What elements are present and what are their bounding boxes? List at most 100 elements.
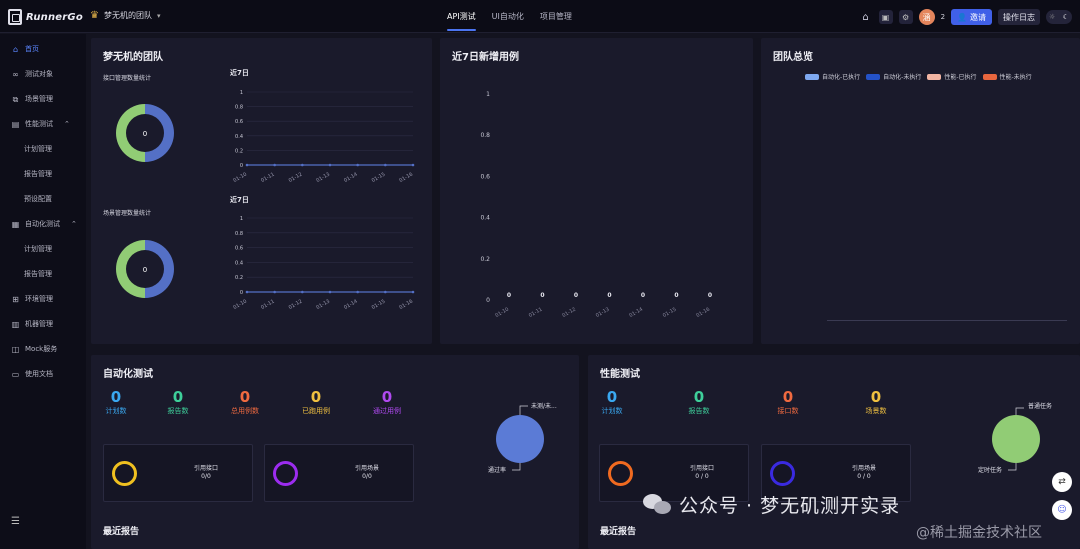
pie-leader-line [1015, 407, 1024, 415]
api-count-label: 接口管理数量统计 [103, 75, 152, 82]
scene-count-label: 场景管理数量统计 [103, 210, 152, 217]
api-line-chart: 0 0.2 0.4 0.6 0.8 1 01-10 01-11 01-12 01-13 01-14 0… [232, 90, 415, 184]
tab-api-test[interactable]: API测试 [447, 0, 476, 33]
bar-value-label: 0 [607, 292, 611, 299]
sidebar-item-label: 计划管理 [24, 245, 52, 253]
y-tick-label: 0.8 [480, 132, 490, 139]
sidebar-item-performance[interactable]: ▤ 性能测试 ⌃ [0, 116, 86, 132]
bar-value-label: 0 [708, 292, 712, 299]
sidebar-item-preset[interactable]: 预设配置 [0, 191, 86, 207]
theme-toggle[interactable]: ☼ ☾ [1046, 10, 1072, 24]
legend-label: 性能-已执行 [944, 74, 977, 81]
sidebar-item-perf-report[interactable]: 报告管理 [0, 166, 86, 182]
scene-line-chart: 0 0.2 0.4 0.6 0.8 1 01-10 01-11 01-12 01-13 01-14 0… [232, 216, 415, 311]
logo[interactable]: RunnerGo [8, 8, 83, 26]
screen-icon[interactable]: ▣ [878, 10, 893, 24]
sidebar-item-auto-report[interactable]: 报告管理 [0, 266, 86, 282]
stat-label: 计划数 [105, 407, 127, 415]
translate-button[interactable]: ⇄ [1052, 472, 1072, 492]
y-tick-label: 0.2 [235, 275, 243, 281]
y-tick-label: 0 [240, 163, 243, 169]
pie-top-label: 未测/未... [531, 402, 557, 410]
sidebar-item-label: 机器管理 [25, 320, 53, 328]
ring-icon [608, 461, 633, 486]
ref-scene-text: 引用场景 0 / 0 [822, 465, 906, 481]
x-tick-label: 01-10 [232, 299, 248, 311]
automation-icon: ▦ [11, 219, 20, 229]
ref-api-text: 引用接口 0/0 [164, 465, 248, 481]
new-cases-chart: 0 0.2 0.4 0.6 0.8 1 0 01-10 0 01-11 0 01-12 0 01-13 0 0… [480, 91, 712, 319]
invite-button[interactable]: 👤 邀请 [951, 9, 992, 25]
stat-plan-count[interactable]: 0 计划数 [86, 389, 146, 416]
stat-plan-count[interactable]: 0 计划数 [582, 389, 642, 416]
sidebar-item-label: 计划管理 [24, 145, 52, 153]
legend-item[interactable]: 自动化-未执行 [866, 72, 921, 81]
sidebar-item-scene[interactable]: ⧉ 场景管理 [0, 91, 86, 107]
data-point [328, 290, 332, 294]
sidebar-item-label: 自动化测试 [25, 220, 60, 228]
pie-leader-line [512, 463, 521, 471]
logo-icon [8, 9, 22, 25]
bar-value-label: 0 [641, 292, 645, 299]
stat-report-count[interactable]: 0 报告数 [669, 389, 729, 416]
operation-log-button[interactable]: 操作日志 [998, 9, 1040, 25]
legend-item[interactable]: 自动化-已执行 [805, 72, 860, 81]
stat-run-cases[interactable]: 0 已跑用例 [286, 389, 346, 416]
header-actions: ⌂ ▣ ⚙ 涵 2 👤 邀请 操作日志 ☼ ☾ [859, 8, 1072, 26]
ref-api-value: 0/0 [201, 473, 211, 480]
data-point [356, 163, 359, 167]
stat-passed-cases[interactable]: 0 通过用例 [357, 389, 417, 416]
sidebar-item-label: 报告管理 [24, 170, 52, 178]
sidebar-item-test-object[interactable]: ∞ 测试对象 [0, 66, 86, 82]
sidebar-item-label: 测试对象 [25, 70, 53, 78]
user-plus-icon: 👤 [957, 12, 967, 22]
tab-ui-automation[interactable]: UI自动化 [491, 12, 524, 21]
sidebar-item-automation[interactable]: ▦ 自动化测试 ⌃ [0, 216, 86, 232]
stat-api-count[interactable]: 0 接口数 [758, 389, 818, 416]
data-point [301, 163, 304, 167]
home-icon: ⌂ [12, 44, 19, 54]
avatar[interactable]: 涵 [918, 9, 935, 25]
y-tick-label: 0 [240, 290, 243, 296]
scene-donut: 0 [116, 240, 174, 298]
legend-swatch [927, 73, 942, 80]
sidebar-item-auto-plan[interactable]: 计划管理 [0, 241, 86, 257]
pie-bottom-label: 通过率 [488, 466, 506, 474]
y-tick-label: 1 [486, 91, 490, 98]
sidebar-item-home[interactable]: ⌂ 首页 [0, 41, 86, 57]
stat-total-cases[interactable]: 0 总用例数 [215, 389, 275, 416]
x-tick-label: 01-14 [628, 307, 644, 319]
link-icon: ∞ [12, 69, 19, 79]
stat-value: 0 [310, 388, 322, 406]
stat-scene-count[interactable]: 0 场景数 [846, 389, 906, 416]
home-icon[interactable]: ⌂ [862, 11, 869, 23]
tab-project-management[interactable]: 项目管理 [539, 12, 572, 21]
overview-title: 团队总览 [773, 52, 813, 63]
legend-swatch [805, 73, 819, 80]
ref-api-label: 引用接口 [689, 465, 714, 472]
y-tick-label: 0.6 [235, 246, 243, 252]
y-tick-label: 0.8 [235, 231, 243, 237]
y-tick-label: 0.8 [235, 105, 243, 111]
donut-segment-a [145, 240, 174, 298]
sidebar-item-perf-plan[interactable]: 计划管理 [0, 141, 86, 157]
legend-item[interactable]: 性能-未执行 [982, 72, 1032, 81]
x-tick-label: 01-11 [528, 307, 544, 319]
collapse-sidebar-icon[interactable]: ☰ [11, 516, 20, 527]
stat-report-count[interactable]: 0 报告数 [148, 389, 208, 416]
overview-legend: 自动化-已执行 自动化-未执行 性能-已执行 性能-未执行 [805, 72, 1032, 81]
bar-value-label: 0 [507, 292, 511, 299]
api-donut: 0 [116, 104, 174, 162]
assistant-button[interactable]: ☺ [1052, 500, 1072, 520]
performance-pie-chart: 普通任务 定时任务 [978, 402, 1052, 474]
team-selector[interactable]: ♛ 梦无机的团队 ▾ [90, 10, 160, 21]
ref-scene-box: 引用场景 0 / 0 [761, 444, 911, 502]
legend-item[interactable]: 性能-已执行 [927, 72, 977, 81]
sidebar-item-docs[interactable]: ▭ 使用文档 [0, 366, 86, 382]
sidebar-item-environment[interactable]: ⊞ 环境管理 [0, 291, 86, 307]
sidebar-item-machine[interactable]: ▥ 机器管理 [0, 316, 86, 332]
settings-icon[interactable]: ⚙ [898, 10, 913, 24]
sidebar-item-mock[interactable]: ◫ Mock服务 [0, 341, 86, 357]
